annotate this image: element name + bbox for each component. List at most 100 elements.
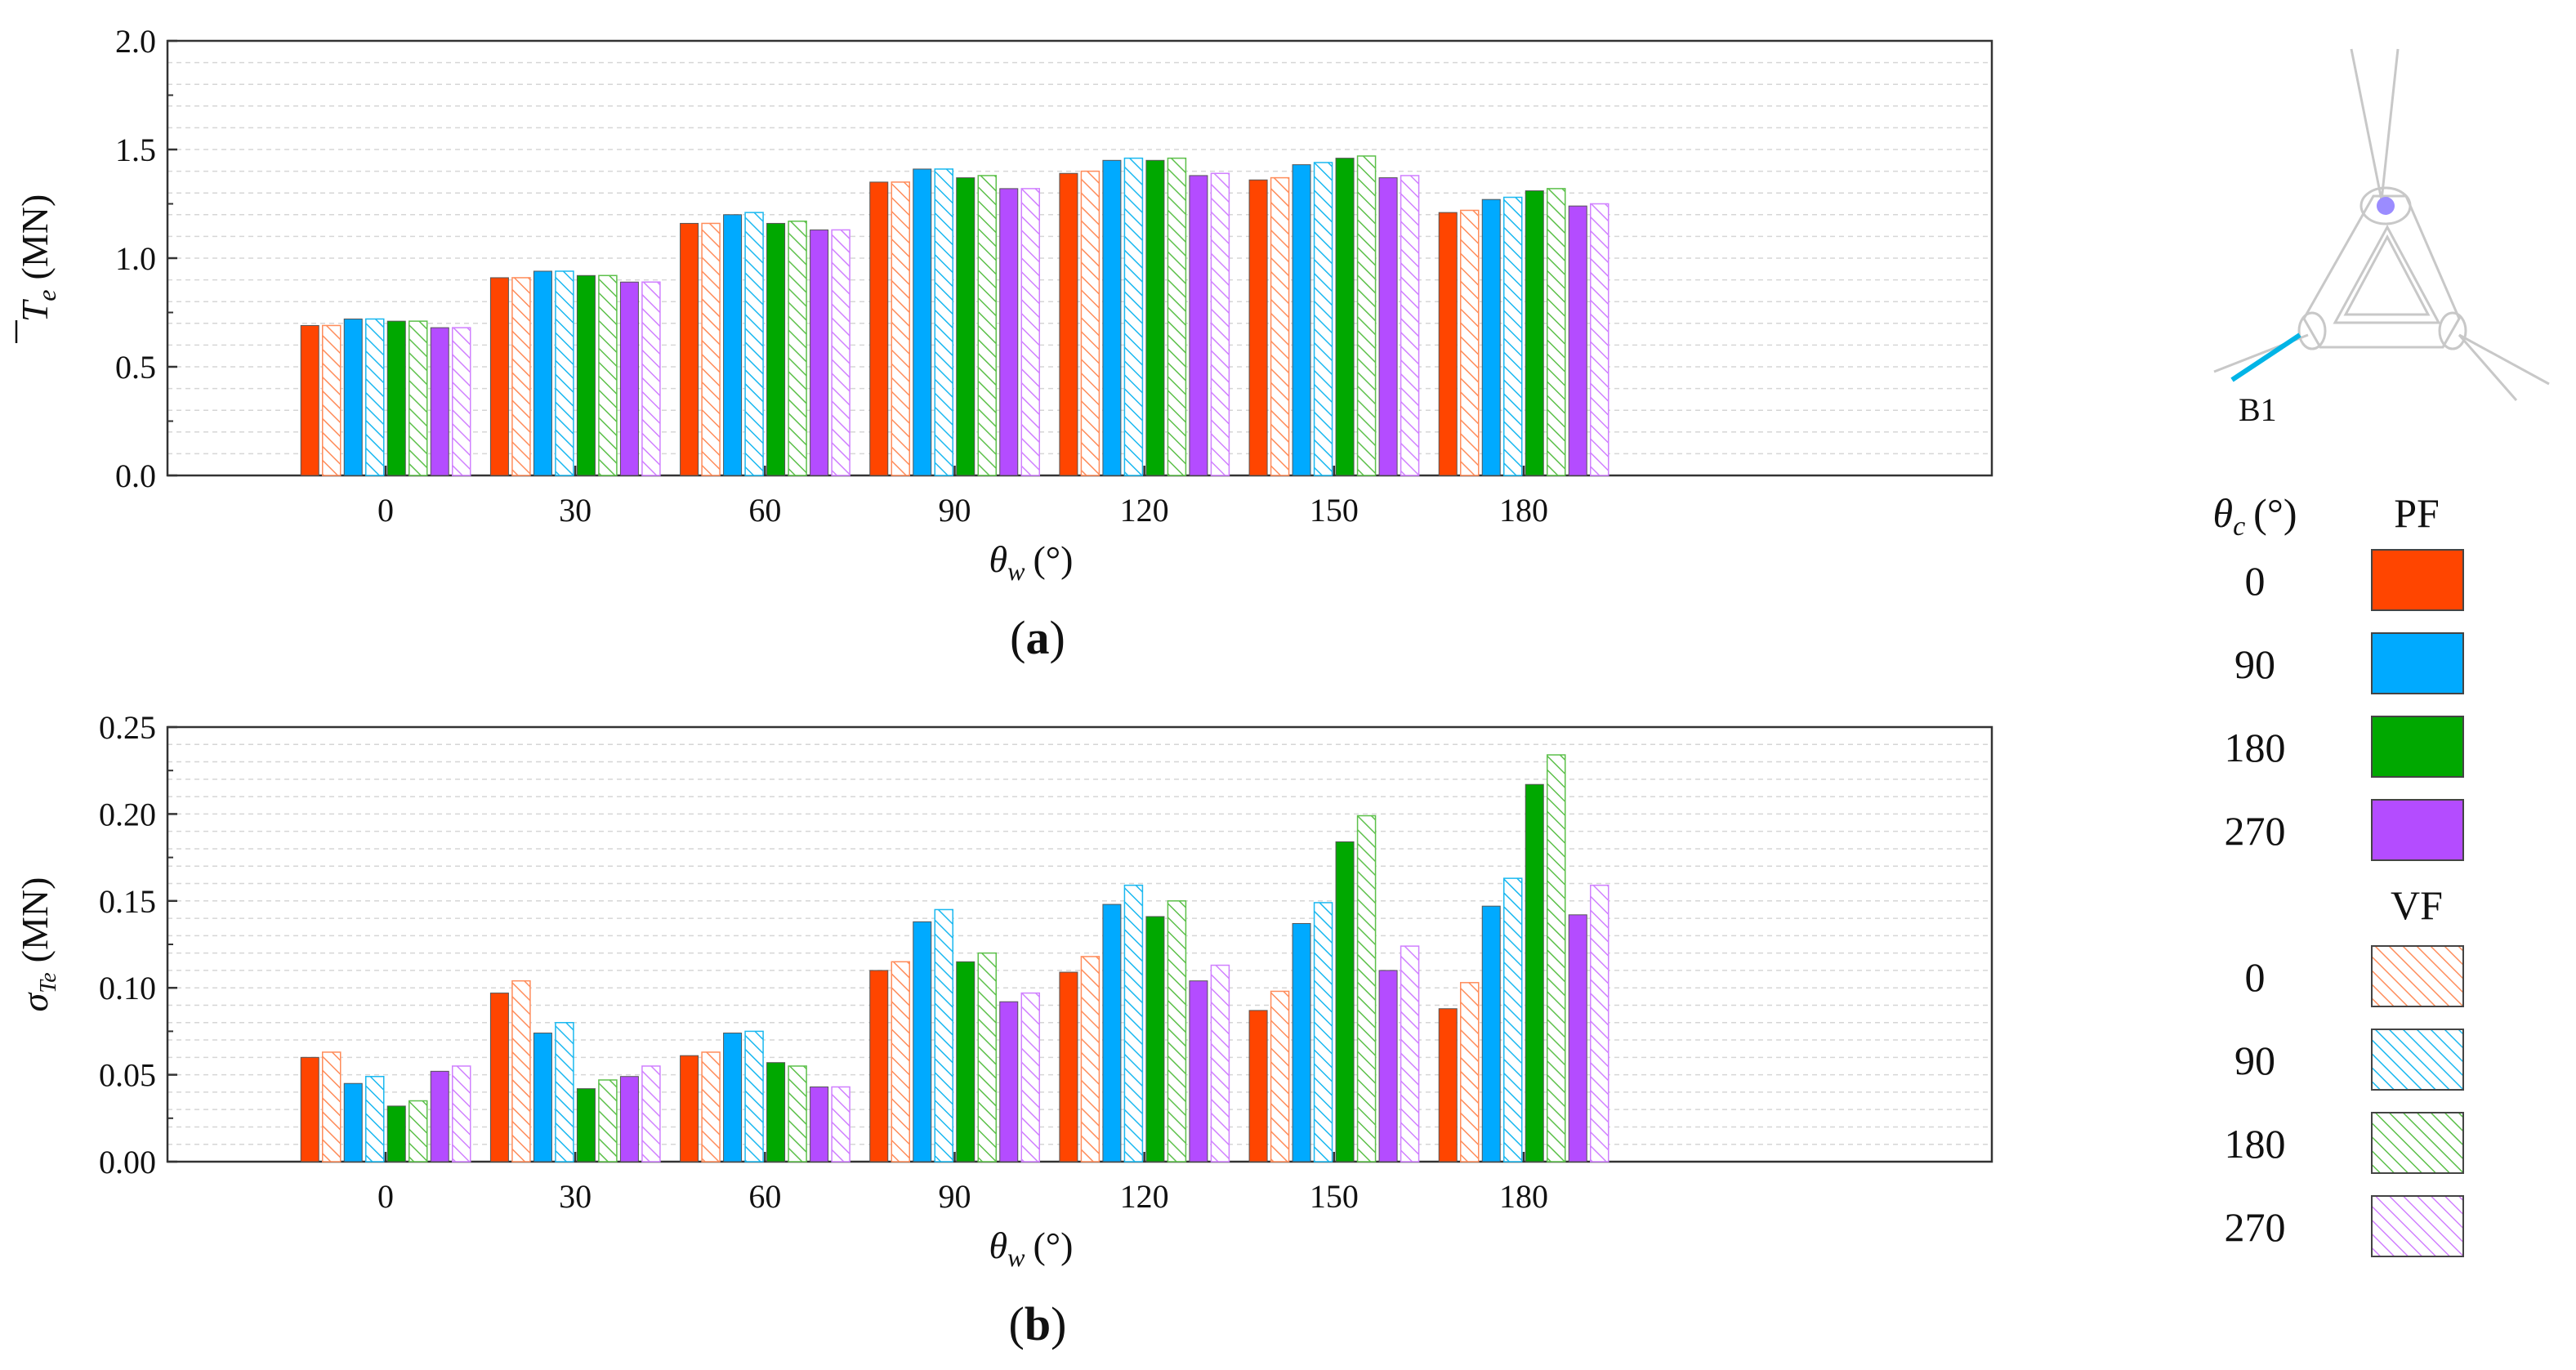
- bar-vf-180-w180: [1547, 188, 1566, 476]
- bar-pf-0-w180: [1438, 212, 1458, 476]
- bar-vf-270-w30: [641, 1065, 661, 1162]
- bar-vf-180-w120: [1167, 157, 1187, 476]
- panel-b-x-axis-label: θw (°): [989, 1225, 1074, 1272]
- bar-vf-90-w60: [744, 212, 764, 476]
- bar-vf-90-w120: [1123, 157, 1144, 476]
- platform-inner-opening: [2333, 224, 2441, 324]
- legend-swatch-vf-0: [2371, 945, 2464, 1007]
- panel-b-ylabel-sub: Te: [36, 972, 61, 993]
- bar-pf-90-w90: [913, 921, 932, 1162]
- bar-vf-0-w180: [1460, 209, 1480, 476]
- platform-diagram: B1: [2213, 48, 2550, 428]
- bar-vf-180-w60: [788, 1065, 807, 1162]
- y-tick-label: 0.5: [115, 349, 156, 386]
- legend-swatch-pf-180: [2371, 716, 2464, 778]
- panel-b-caption-letter: b: [1025, 1297, 1051, 1350]
- panel-a-caption-letter: a: [1026, 611, 1050, 664]
- bar-vf-0-w60: [701, 1051, 721, 1162]
- legend-vf-label: 90: [2234, 1038, 2275, 1083]
- panel-b-bars: [300, 754, 1609, 1162]
- mooring-line-right-b: [2458, 334, 2518, 401]
- bar-vf-0-w180: [1460, 982, 1480, 1162]
- legend-swatch-vf-180: [2371, 1112, 2464, 1174]
- bar-pf-0-w90: [869, 181, 889, 476]
- bar-vf-90-w0: [365, 318, 385, 476]
- bar-vf-180-w90: [977, 175, 997, 476]
- legend-items: 0 90 180 270 0 90 180 270: [2225, 549, 2464, 1257]
- bar-pf-270-w90: [999, 1001, 1019, 1162]
- mooring-line-top-right: [2380, 48, 2400, 201]
- bar-pf-270-w150: [1378, 970, 1398, 1162]
- x-tick-label: 150: [1310, 1178, 1359, 1215]
- panel-b-ylabel-symbol: σ: [14, 991, 56, 1011]
- bar-vf-270-w0: [452, 327, 471, 476]
- panel-a-x-ticks: 0 30 60 90 120 150 180: [377, 466, 1548, 529]
- panel-b-xlabel-symbol: θ: [989, 1225, 1008, 1266]
- bar-vf-180-w0: [408, 320, 428, 476]
- x-tick-label: 120: [1120, 492, 1169, 529]
- bar-pf-180-w150: [1335, 841, 1355, 1162]
- bar-pf-90-w30: [533, 270, 552, 476]
- y-tick-label: 1.0: [115, 240, 156, 277]
- b1-label: B1: [2239, 391, 2277, 428]
- legend-swatch-pf-0: [2371, 549, 2464, 611]
- panel-a-y-ticks: 0.0 0.5 1.0 1.5 2.0: [115, 23, 177, 494]
- panel-b-gridlines: [167, 743, 1992, 1145]
- bar-vf-0-w60: [701, 222, 721, 476]
- legend-header-symbol: θ: [2213, 490, 2234, 536]
- bar-vf-0-w0: [322, 324, 342, 476]
- bar-pf-0-w0: [300, 1056, 319, 1162]
- y-tick-label: 0.10: [99, 970, 156, 1006]
- legend-header-sub: c: [2233, 511, 2245, 542]
- panel-b-caption: (b): [1009, 1297, 1067, 1350]
- bar-pf-0-w180: [1438, 1008, 1458, 1162]
- bar-vf-0-w150: [1270, 990, 1290, 1162]
- bar-vf-180-w150: [1356, 814, 1377, 1162]
- bar-pf-270-w90: [999, 188, 1019, 476]
- bar-pf-270-w180: [1568, 914, 1587, 1162]
- bar-pf-90-w120: [1102, 904, 1122, 1162]
- bar-pf-180-w120: [1145, 159, 1165, 476]
- legend: θc (°) PF VF 0 90 180 270 0 90 180 270: [2213, 490, 2464, 1257]
- legend-swatch-vf-270: [2371, 1195, 2464, 1257]
- panel-a-ylabel-sub: e: [32, 289, 61, 301]
- bar-vf-90-w90: [934, 168, 953, 476]
- bar-vf-180-w30: [598, 274, 618, 476]
- bar-vf-270-w0: [452, 1065, 471, 1162]
- bar-vf-90-w180: [1503, 196, 1523, 476]
- bar-vf-0-w120: [1080, 956, 1100, 1162]
- bar-pf-0-w60: [680, 1055, 699, 1162]
- bar-pf-90-w60: [723, 1033, 743, 1162]
- wind-turbine-marker: [2377, 197, 2395, 215]
- bar-vf-0-w150: [1270, 176, 1290, 476]
- bar-vf-270-w180: [1590, 203, 1609, 476]
- bar-pf-90-w150: [1292, 164, 1311, 476]
- bar-vf-180-w30: [598, 1079, 618, 1162]
- bar-pf-270-w60: [810, 1086, 829, 1162]
- legend-pf-label: 90: [2234, 641, 2275, 687]
- platform-inner-opening-edge: [2343, 234, 2431, 316]
- bar-pf-180-w0: [386, 320, 406, 476]
- bar-pf-0-w150: [1248, 1010, 1268, 1162]
- bar-pf-0-w120: [1059, 971, 1078, 1162]
- platform-outer-hull: [2302, 194, 2461, 349]
- bar-pf-0-w60: [680, 222, 699, 476]
- column-left: [2297, 311, 2327, 350]
- bar-pf-0-w0: [300, 324, 319, 476]
- x-tick-label: 30: [559, 1178, 592, 1215]
- panel-a-gridlines: [167, 61, 1992, 455]
- bar-vf-90-w180: [1503, 877, 1523, 1162]
- bar-pf-180-w120: [1145, 916, 1165, 1162]
- bar-vf-90-w30: [555, 1022, 574, 1162]
- panel-b-x-ticks: 0 30 60 90 120 150 180: [377, 1152, 1548, 1215]
- mooring-line-b1-highlight: [2230, 332, 2301, 382]
- bar-pf-180-w90: [956, 961, 975, 1162]
- svg-text:σTe(MN): σTe (MN): [14, 877, 61, 1012]
- bar-pf-180-w180: [1525, 190, 1544, 476]
- bar-pf-180-w180: [1525, 783, 1544, 1162]
- bar-pf-180-w30: [576, 1088, 596, 1162]
- bar-pf-270-w30: [619, 1076, 639, 1162]
- legend-pf-heading: PF: [2394, 490, 2440, 536]
- bar-pf-90-w30: [533, 1033, 552, 1162]
